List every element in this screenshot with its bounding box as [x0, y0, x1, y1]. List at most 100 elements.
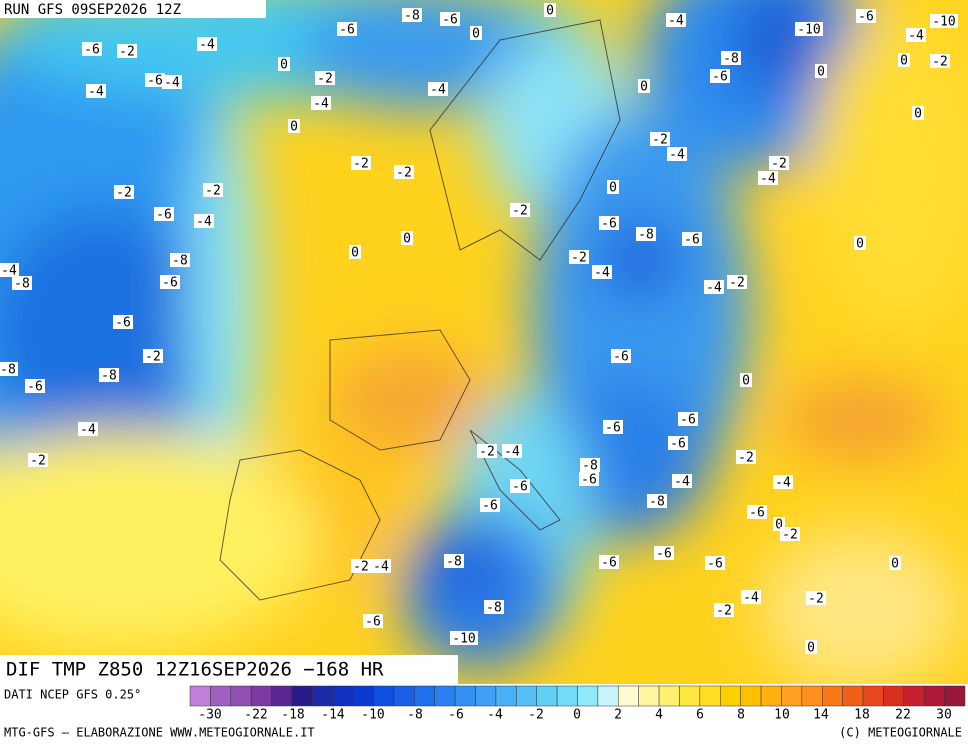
contour-label-box	[647, 494, 667, 508]
contour-label: 0	[891, 557, 899, 572]
copyright: (C) METEOGIORNALE	[839, 726, 962, 740]
contour-label-box	[599, 555, 619, 569]
colorbar-swatch	[597, 685, 619, 707]
contour-label: -2	[729, 276, 745, 291]
colorbar-tick-label: -10	[361, 708, 384, 723]
contour-label: -6	[512, 480, 528, 495]
colorbar-swatch	[944, 685, 966, 707]
contour-label: 0	[807, 641, 815, 656]
contour-label-box	[668, 436, 688, 450]
contour-label: 0	[351, 246, 359, 261]
contour-label-box	[666, 13, 686, 27]
colorbar-swatch	[883, 685, 905, 707]
contour-label: 0	[403, 232, 411, 247]
map-title: DIF TMP Z850 12Z16SEP2026 −168 HR	[6, 659, 384, 681]
contour-label-box	[544, 3, 556, 17]
contour-label-box	[579, 472, 599, 486]
contour-label-box	[580, 458, 600, 472]
contour-label-box	[154, 207, 174, 221]
colorbar-tick-label: 8	[737, 708, 745, 723]
contour-label: -4	[373, 560, 389, 575]
contour-label-box	[197, 37, 217, 51]
colorbar-swatch	[475, 685, 497, 707]
contour-label-box	[603, 420, 623, 434]
contour-label-box	[795, 22, 823, 36]
colorbar-swatch	[495, 685, 517, 707]
contour-label: -8	[486, 601, 502, 616]
colorbar-tick-label: -2	[528, 708, 544, 723]
contour-label: -10	[932, 15, 955, 30]
contour-label: -10	[797, 23, 820, 38]
contour-label-box	[86, 84, 106, 98]
contour-label-box	[710, 69, 730, 83]
colorbar-swatch	[577, 685, 599, 707]
colorbar-swatch	[312, 685, 334, 707]
contour-label: -6	[339, 23, 355, 38]
contour-label: 0	[280, 58, 288, 73]
contour-label: -6	[482, 499, 498, 514]
contour-label: -4	[88, 85, 104, 100]
contour-label: -2	[30, 454, 46, 469]
contour-label: -4	[1, 264, 17, 279]
colorbar-swatch	[393, 685, 415, 707]
contour-label: -4	[313, 97, 329, 112]
run-label: RUN GFS 09SEP2026 12Z	[4, 2, 181, 18]
colorbar-tick-label: -4	[487, 708, 503, 723]
contour-label: -6	[613, 350, 629, 365]
colorbar-swatch	[414, 685, 435, 707]
colorbar-swatch	[352, 685, 374, 707]
contour-label: -8	[446, 555, 462, 570]
run-box	[0, 0, 266, 18]
colorbar-tick-label: 0	[573, 708, 581, 723]
contour-label: -6	[749, 506, 765, 521]
contour-label: -8	[723, 52, 739, 67]
colorbar-swatch	[434, 685, 456, 707]
contour-label-box	[470, 26, 482, 40]
contour-label: -2	[738, 451, 754, 466]
contour-label-box	[638, 79, 650, 93]
contour-label: -8	[649, 495, 665, 510]
contour-label: -6	[365, 615, 381, 630]
contour-label-box	[351, 559, 371, 573]
colorbar-tick-label: -6	[448, 708, 464, 723]
contour-label: -6	[680, 413, 696, 428]
contour-label: -4	[164, 76, 180, 91]
contour-label: -2	[479, 445, 495, 460]
contour-label: -2	[145, 350, 161, 365]
contour-label: -4	[908, 29, 924, 44]
contour-label-box	[444, 554, 464, 568]
contour-label: -6	[670, 437, 686, 452]
colorbar-swatch	[454, 685, 476, 707]
contour-label-box	[170, 253, 190, 267]
contour-label: -4	[674, 475, 690, 490]
contour-label-box	[440, 12, 460, 26]
contour-label: -10	[452, 632, 475, 647]
contour-label: -8	[582, 459, 598, 474]
contour-label: 0	[775, 518, 783, 533]
contour-label: -6	[601, 217, 617, 232]
colorbar-tick-label: 22	[895, 708, 911, 723]
colorbar-tick-label: -14	[321, 708, 345, 723]
colorbar-swatch	[250, 685, 272, 707]
contour-label-box	[704, 280, 724, 294]
contour-label-box	[736, 450, 756, 464]
contour-label: 0	[900, 54, 908, 69]
contour-label-box	[758, 171, 778, 185]
contour-label-box	[402, 8, 422, 22]
colorbar-swatch	[658, 685, 680, 707]
contour-label: -8	[101, 369, 117, 384]
contour-label-box	[714, 603, 734, 617]
contour-label-box	[99, 368, 119, 382]
contour-label-box	[78, 422, 98, 436]
colorbar-tick-label: 2	[614, 708, 622, 723]
contour-label-box	[721, 51, 741, 65]
colorbar-swatch	[862, 685, 884, 707]
title-box	[0, 655, 458, 684]
contour-label: -4	[196, 215, 212, 230]
contour-label-box	[162, 75, 182, 89]
contour-label: -6	[712, 70, 728, 85]
contour-label: -6	[858, 10, 874, 25]
contour-label: -6	[581, 473, 597, 488]
colorbar-swatch	[699, 685, 721, 707]
contour-label: -2	[353, 157, 369, 172]
